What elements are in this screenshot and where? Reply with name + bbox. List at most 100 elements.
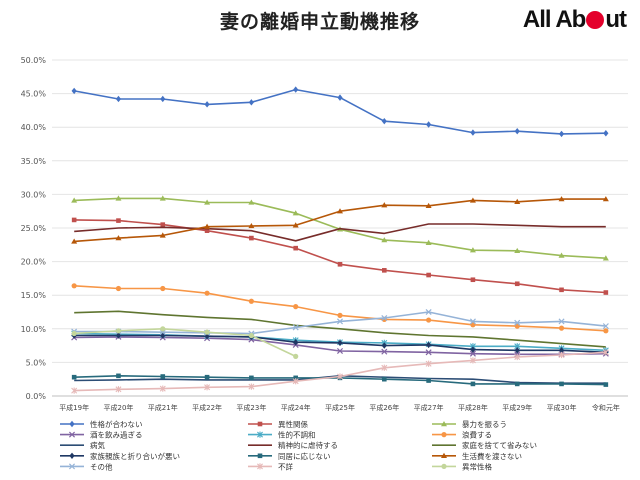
data-point [514, 353, 521, 361]
data-point [381, 348, 388, 355]
y-tick-label: 5.0% [26, 358, 47, 367]
data-point [426, 317, 432, 323]
data-point [559, 287, 564, 293]
data-point [426, 378, 431, 383]
data-point [115, 95, 122, 103]
logo-text-a: All Ab [522, 6, 586, 33]
legend-swatch-marker [257, 431, 263, 438]
data-point [514, 347, 520, 354]
data-point [160, 222, 166, 227]
y-tick-label: 20.0% [21, 258, 47, 267]
data-point [71, 217, 77, 223]
data-point [160, 326, 166, 332]
data-point [381, 364, 388, 371]
data-point [469, 197, 476, 203]
data-point [115, 195, 122, 201]
data-point [425, 349, 432, 356]
data-point [292, 324, 299, 331]
data-point [336, 318, 344, 325]
x-tick-label: 平成27年 [414, 403, 444, 412]
data-point [381, 315, 388, 322]
data-point [204, 223, 211, 229]
page-title: 妻の離婚申立動機推移 [219, 11, 420, 33]
legend-label: 暴力を振るう [462, 419, 507, 429]
data-point [559, 381, 564, 387]
legend-label: 家庭を捨てて省みない [462, 440, 537, 450]
y-tick-label: 15.0% [21, 291, 47, 300]
data-point [470, 381, 476, 387]
y-tick-label: 40.0% [21, 123, 47, 132]
legend-label: 不詳 [278, 461, 293, 471]
data-point [425, 360, 432, 367]
data-point [603, 328, 609, 334]
data-point [514, 198, 521, 204]
x-tick-label: 平成28年 [458, 403, 488, 412]
data-point [426, 121, 432, 128]
data-point [204, 290, 210, 296]
data-point [71, 197, 78, 203]
series-line [74, 285, 606, 332]
data-point [293, 339, 299, 346]
data-point [558, 130, 565, 138]
data-point [159, 232, 166, 238]
x-tick-label: 平成26年 [369, 403, 399, 412]
data-point [293, 375, 298, 381]
data-point [337, 373, 343, 380]
data-point [558, 318, 565, 325]
legend-swatch-marker [441, 432, 447, 438]
legend-label: 酒を飲み過ぎる [90, 430, 143, 440]
y-tick-label: 50.0% [21, 56, 47, 65]
data-point [248, 332, 254, 339]
data-point [293, 353, 299, 359]
data-point [204, 199, 211, 205]
data-point [514, 319, 521, 326]
data-point [160, 285, 166, 292]
legend-label: その他 [90, 461, 113, 471]
data-point [558, 196, 565, 202]
y-tick-label: 10.0% [21, 325, 47, 334]
y-tick-label: 45.0% [21, 90, 47, 99]
x-tick-label: 平成22年 [192, 403, 222, 412]
legend-label: 性的不調和 [278, 430, 316, 440]
line-chart: 0.0% 5.0% 10.0% 15.0% 20.0% 25.0% 30.0% 35.0% 40… [21, 56, 628, 471]
data-point [514, 381, 520, 387]
data-point [248, 222, 255, 229]
legend-label: 同居に応じない [278, 451, 331, 461]
series-line [74, 328, 297, 358]
data-point [558, 252, 565, 258]
data-point [602, 196, 609, 202]
data-point [558, 351, 565, 359]
legend-swatch-marker [257, 421, 263, 427]
legend-swatch-marker [257, 463, 263, 470]
data-point [71, 238, 78, 244]
data-point [558, 347, 565, 354]
data-point [469, 247, 476, 253]
series-line [74, 198, 606, 243]
data-point [602, 349, 609, 356]
data-point [514, 247, 521, 254]
legend-label: 性格が合わない [90, 419, 143, 429]
data-point [337, 261, 343, 267]
data-point [425, 308, 432, 316]
data-point [337, 339, 343, 347]
data-point [426, 341, 432, 349]
logo-dot-icon [586, 11, 605, 29]
data-point [292, 222, 299, 228]
x-tick-label: 平成24年 [281, 403, 311, 412]
data-point [603, 130, 609, 137]
data-point [160, 95, 166, 103]
data-point [248, 99, 254, 106]
data-point [381, 202, 388, 208]
data-point [381, 237, 388, 243]
x-tick-label: 令和元年 [592, 403, 620, 412]
data-point [337, 94, 343, 101]
x-tick-label: 平成23年 [236, 403, 266, 412]
data-point [116, 373, 121, 379]
y-tick-label: 35.0% [21, 157, 47, 166]
data-point [159, 385, 166, 392]
x-tick-label: 平成21年 [148, 403, 178, 412]
data-point [248, 298, 254, 304]
logo-text-b: ut [605, 6, 627, 33]
legend-swatch-marker [441, 421, 447, 427]
data-point [293, 86, 299, 93]
